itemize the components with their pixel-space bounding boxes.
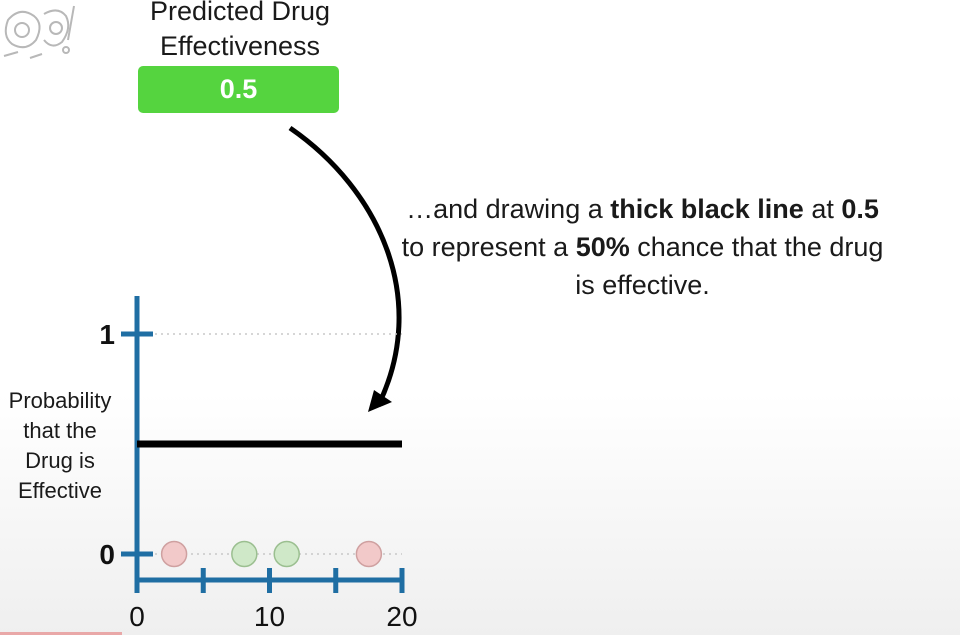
y-axis-label: Probability that the Drug is Effective (0, 386, 120, 506)
y-axis-label-line: Effective (18, 478, 102, 503)
y-tick-label: 1 (99, 319, 115, 350)
y-axis-label-line: Drug is (25, 448, 95, 473)
caption-bold-2: 0.5 (841, 194, 879, 224)
y-axis-label-line: Probability (8, 388, 112, 413)
prediction-title-line2: Effectiveness (159, 31, 321, 61)
effective-point (231, 540, 258, 568)
x-tick-label: 20 (386, 601, 417, 632)
bottom-strip (0, 632, 122, 635)
caption-part-1: …and drawing a (406, 194, 611, 224)
ineffective-point (160, 540, 188, 568)
caption-part-2: at (803, 194, 842, 224)
prediction-title-line1: Predicted Drug (149, 0, 331, 26)
prediction-value: 0.5 (219, 74, 258, 104)
prediction-title: Predicted Drug Effectiveness (110, 0, 370, 64)
curved-arrow-head (368, 390, 392, 412)
y-axis-label-line: that the (23, 418, 97, 443)
x-tick-label: 0 (129, 601, 145, 632)
caption-part-3: to represent a (401, 232, 576, 262)
corner-logo (3, 5, 75, 59)
caption-text: …and drawing a thick black line at 0.5 t… (400, 190, 885, 304)
prediction-value-box: 0.5 (138, 66, 339, 113)
curved-arrow (288, 125, 402, 408)
ineffective-point (355, 540, 383, 568)
effective-point (273, 540, 300, 568)
caption-bold-1: thick black line (610, 194, 804, 224)
caption-bold-3: 50% (575, 232, 630, 262)
caption-part-4: chance that the drug is effective. (575, 232, 884, 300)
y-tick-label: 0 (99, 539, 115, 570)
x-tick-label: 10 (254, 601, 285, 632)
